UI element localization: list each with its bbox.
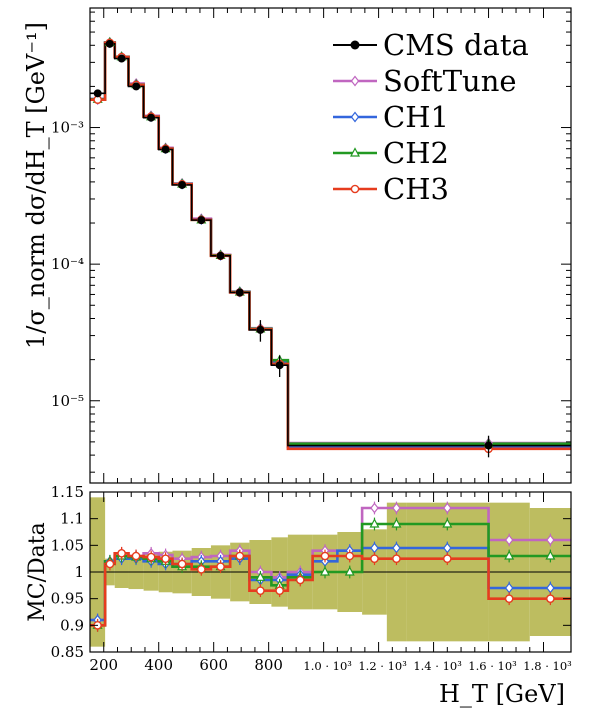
legend-label: CH1	[383, 100, 449, 134]
ratio-marker-ch3	[106, 560, 113, 567]
ratio-marker-ch3	[198, 566, 205, 573]
ratio-y-tick-label: 1.05	[51, 536, 84, 554]
data-point	[94, 89, 102, 97]
ratio-y-tick-label: 0.95	[51, 590, 84, 608]
ratio-marker-ch3	[346, 552, 353, 559]
ratio-panel: 0.85 0.9 0.95 1 1.05 1.1 1.15 200 400 600 800 1.0 ·…	[51, 483, 573, 674]
legend-marker	[351, 41, 360, 50]
legend-label: CH2	[383, 136, 449, 170]
x-tick-label: 1.4 · 10³	[413, 659, 462, 673]
ratio-y-axis-label: MC/Data	[25, 522, 50, 621]
y-axis-label: 1/σ_norm dσ/dH_T [GeV⁻¹]	[22, 22, 50, 349]
x-tick-label: 800	[254, 656, 283, 674]
main-step-ch2	[90, 43, 571, 444]
data-point	[236, 289, 244, 297]
ratio-marker-ch3	[132, 552, 139, 559]
data-point	[132, 82, 140, 90]
ratio-marker-ch3	[178, 560, 185, 567]
main-step-ch3	[90, 43, 571, 449]
x-tick-label: 1.2 · 10³	[358, 659, 407, 673]
x-tick-label: 200	[89, 656, 118, 674]
ratio-y-tick-label: 0.9	[60, 616, 84, 634]
x-tick-label: 1.6 · 10³	[468, 659, 517, 673]
data-point	[256, 326, 264, 334]
ratio-marker-ch3	[276, 587, 283, 594]
legend-label: CMS data	[383, 28, 529, 62]
x-tick-label: 600	[199, 656, 228, 674]
data-point	[147, 114, 155, 122]
ratio-marker-ch3	[547, 595, 554, 602]
ratio-marker-ch3	[162, 555, 169, 562]
main-step-softtune	[90, 42, 571, 443]
y-tick-label: 10⁻⁴	[51, 255, 84, 273]
ratio-marker-ch3	[321, 552, 328, 559]
ratio-marker-ch3	[148, 553, 155, 560]
main-step-cms-data	[90, 44, 571, 446]
ratio-marker-ch3	[297, 576, 304, 583]
legend-label: SoftTune	[383, 64, 517, 98]
ratio-y-tick-label: 1	[74, 563, 84, 581]
data-point	[197, 216, 205, 224]
ratio-marker-ch3	[444, 555, 451, 562]
ratio-marker-ch3	[393, 555, 400, 562]
main-step-ch1	[90, 43, 571, 447]
ratio-marker-ch3	[217, 563, 224, 570]
y-tick-label: 10⁻⁵	[51, 392, 84, 410]
x-axis-label: H_T [GeV]	[439, 680, 565, 708]
x-tick-label: 1.0 · 10³	[303, 659, 352, 673]
data-point	[276, 361, 284, 369]
data-point	[118, 55, 126, 63]
ratio-marker-ch3	[257, 587, 264, 594]
x-tick-label: 1.8 · 10³	[523, 659, 572, 673]
data-point	[162, 146, 170, 154]
y-tick-label: 10⁻³	[51, 119, 84, 137]
ratio-marker-ch3	[506, 595, 513, 602]
ratio-y-tick-label: 0.85	[51, 643, 84, 661]
ratio-y-tick-label: 1.15	[51, 483, 84, 501]
ratio-marker-ch3	[236, 552, 243, 559]
ratio-marker-ch3	[118, 550, 125, 557]
legend-marker	[352, 77, 359, 86]
ratio-marker-ch3	[371, 555, 378, 562]
ratio-y-tick-label: 1.1	[60, 510, 84, 528]
data-point	[485, 442, 493, 450]
legend-marker	[351, 185, 358, 192]
legend-label: CH3	[383, 172, 449, 206]
data-point	[106, 40, 114, 48]
x-tick-label: 400	[144, 656, 173, 674]
legend-marker	[352, 113, 359, 122]
data-point	[178, 181, 186, 189]
data-point	[217, 252, 225, 260]
ratio-marker-softtune	[371, 504, 378, 513]
